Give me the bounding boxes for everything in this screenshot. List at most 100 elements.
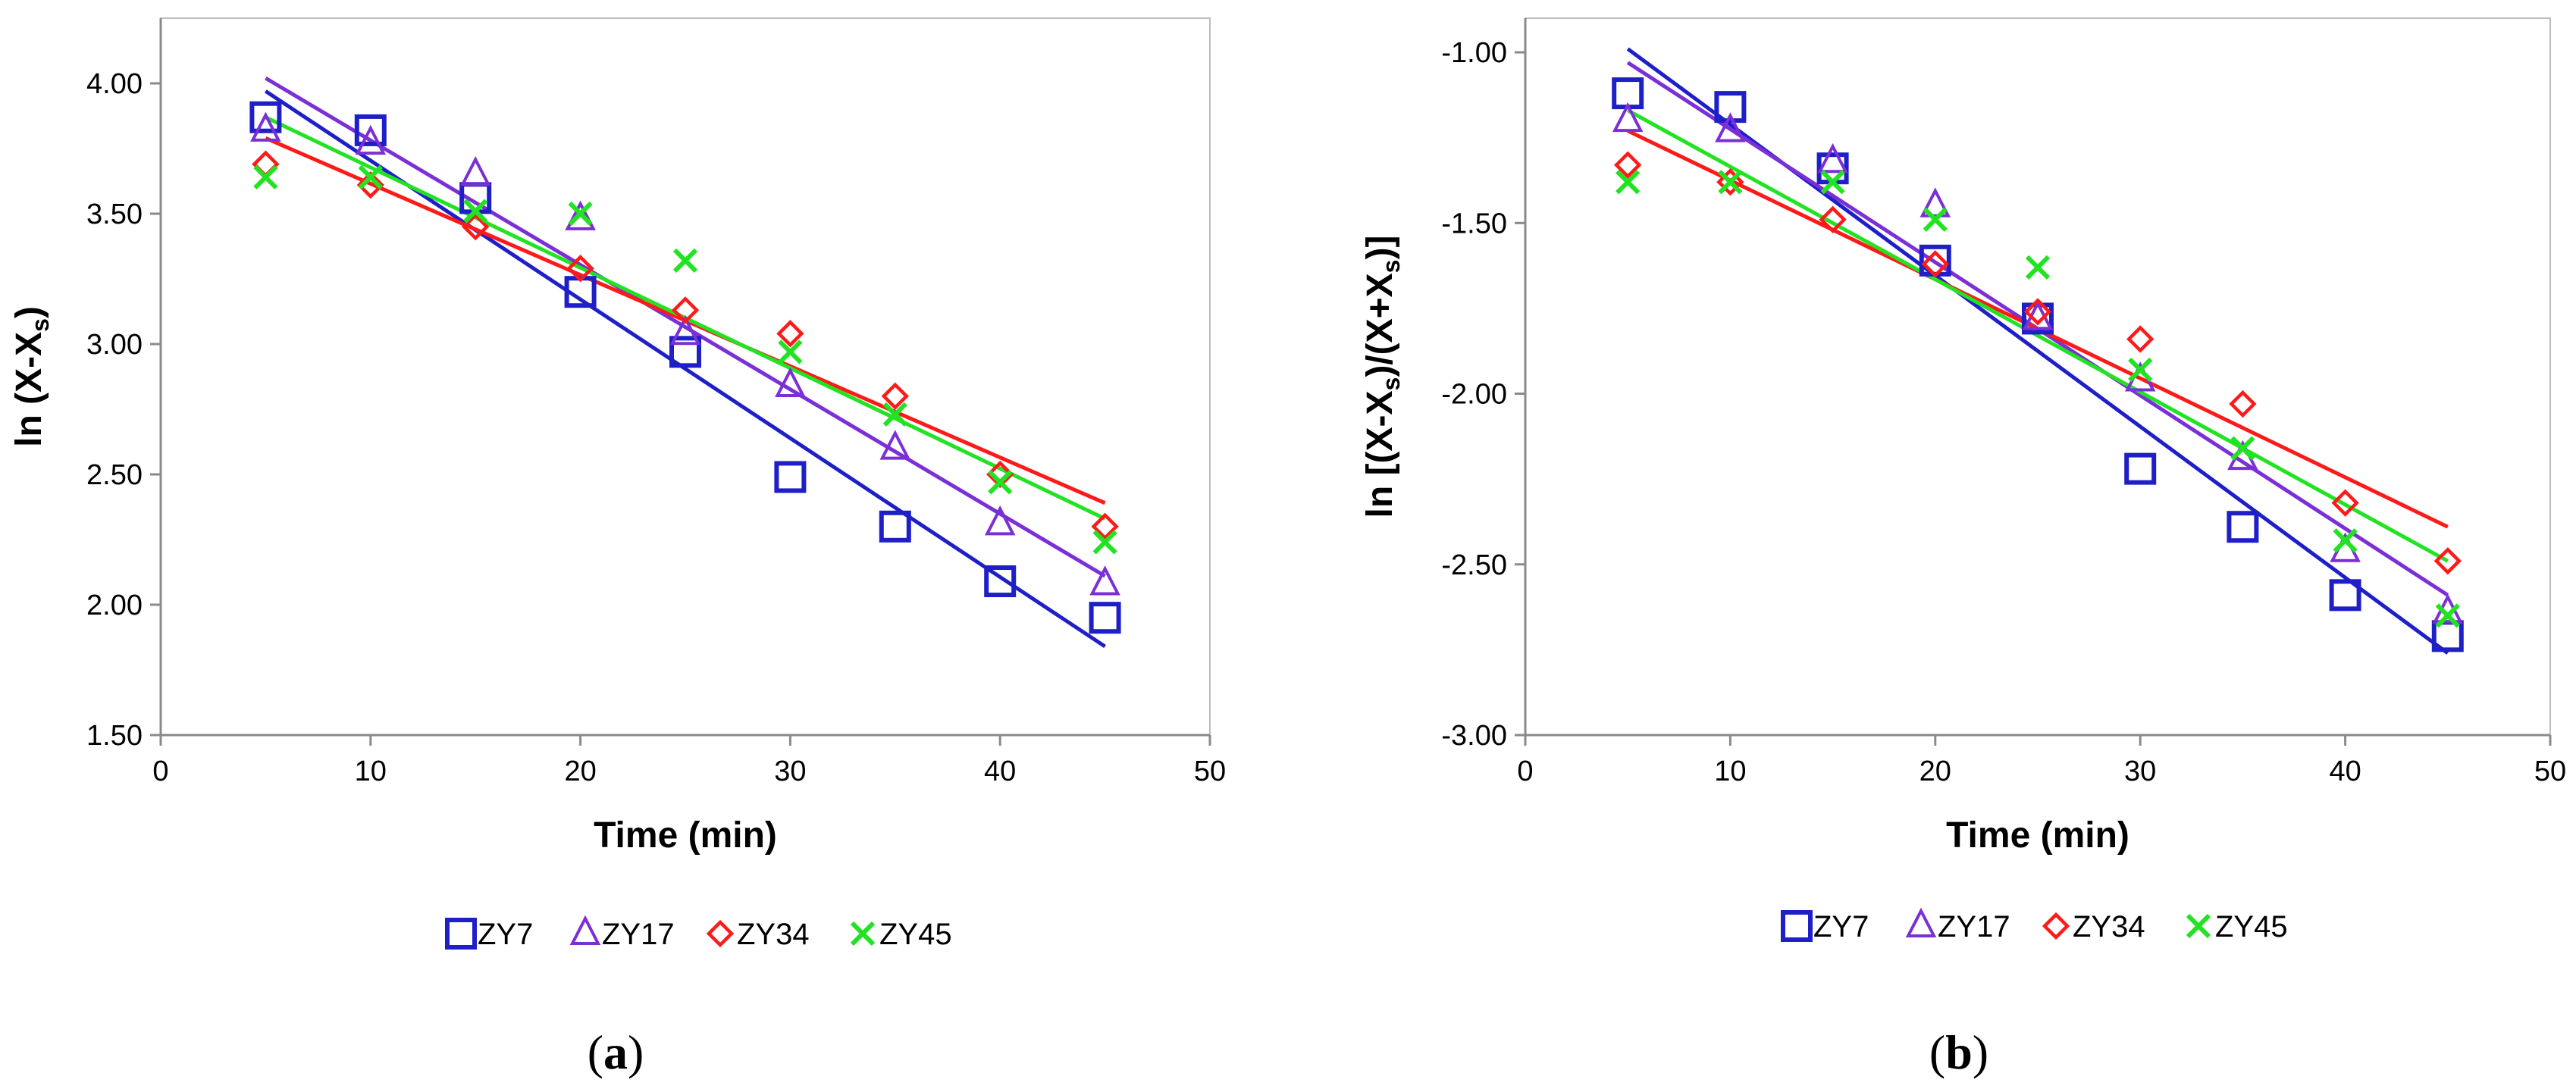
panel-b-point-zy45 — [2128, 357, 2153, 383]
panel-b-point-zy45 — [1820, 170, 1845, 195]
panel-a-point-zy7 — [669, 336, 701, 368]
panel-b-point-zy45 — [2435, 603, 2460, 628]
panel-a-point-zy34 — [776, 320, 804, 348]
panel-b-y-axis-title: ln [(X-Xs)/(X+Xs)] — [1360, 236, 1405, 518]
panel-a-point-zy7 — [1089, 602, 1121, 634]
panel-b-legend-item-zy17: ZY17 — [1905, 907, 2010, 943]
panel-a-point-zy34 — [881, 382, 909, 410]
panel-a-point-zy7 — [354, 114, 387, 146]
panel-a-legend-marker-zy7 — [445, 918, 477, 950]
panel-b: 0 10 20 30 40 50 -3.00 -2.50 -2.00 -1.50 -1.00 Tim… — [1360, 17, 2566, 1079]
panel-a-point-zy17 — [669, 314, 701, 346]
panel-a-point-zy17 — [775, 367, 806, 398]
panel-b-legend-item-zy34: ZY34 — [2042, 910, 2145, 943]
panel-b-legend-marker-zy34 — [2042, 912, 2070, 940]
panel-b-point-zy34 — [1921, 250, 1949, 278]
panel-b-y-tick-label: -2.00 — [1441, 379, 1507, 411]
panel-a-point-zy7 — [879, 510, 911, 543]
panel-a-x-tick-label: 30 — [774, 756, 806, 787]
panel-b-point-zy45 — [1718, 170, 1743, 195]
panel-b-point-zy34 — [2229, 390, 2257, 418]
panel-b-legend-label-zy7: ZY7 — [1813, 910, 1869, 943]
panel-a-legend-item-zy17: ZY17 — [569, 915, 675, 951]
panel-a-legend-marker-zy34 — [706, 919, 735, 948]
panel-b-x-tick-label: 0 — [1517, 756, 1533, 787]
panel-b-point-zy34 — [1614, 151, 1642, 179]
panel-a-legend-label-zy45: ZY45 — [879, 918, 952, 951]
panel-a-point-zy45 — [463, 199, 488, 224]
panel-a-point-zy45 — [1092, 530, 1117, 555]
panel-a-point-zy17 — [565, 200, 596, 230]
panel-a-y-tick-label: 2.50 — [86, 459, 143, 491]
panel-a-point-zy17 — [355, 124, 387, 155]
panel-b-x-tick-label: 10 — [1714, 756, 1746, 787]
panel-b-x-axis-title: Time (min) — [1946, 815, 2129, 856]
panel-b-y-tick-label: -2.50 — [1441, 549, 1507, 581]
panel-b-point-zy34 — [1819, 205, 1847, 233]
panel-b-point-zy34 — [2331, 489, 2359, 517]
panel-a-x-tick-label: 0 — [152, 756, 168, 787]
panel-a-label-letter: a — [603, 1025, 628, 1079]
panel-a-x-tick-label: 50 — [1194, 756, 1226, 787]
panel-a-legend-label-zy17: ZY17 — [602, 918, 675, 951]
panel-a-point-zy34 — [356, 171, 384, 199]
panel-b-label: (b) — [1929, 1025, 1988, 1079]
panel-a-point-zy17 — [1089, 565, 1120, 596]
panel-b-y-tick-label: -3.00 — [1441, 720, 1507, 752]
panel-a-legend-label-zy7: ZY7 — [478, 918, 533, 951]
panel-a-x-tick-label: 20 — [564, 756, 596, 787]
panel-a-label-close: ) — [628, 1025, 644, 1079]
panel-b-point-zy17 — [1817, 142, 1848, 174]
panel-a-fit-zy17 — [265, 76, 1106, 578]
panel-a-y-tick-label: 2.00 — [86, 590, 143, 621]
panel-a-legend-marker-zy45 — [850, 921, 876, 947]
panel-a-point-zy17 — [459, 156, 491, 186]
panel-a-x-tick-label: 40 — [984, 756, 1016, 787]
panel-b-label-open: ( — [1929, 1025, 1945, 1079]
panel-a-point-zy17 — [984, 505, 1016, 536]
panel-b-markers — [1612, 77, 2464, 652]
panel-a-legend-marker-zy17 — [569, 915, 601, 945]
panel-a: 0 10 20 30 40 50 1.50 2.00 2.50 3.00 3.50 4.00 Time… — [9, 17, 1226, 1079]
panel-a-point-zy45 — [253, 164, 278, 189]
panel-a-point-zy45 — [988, 470, 1013, 495]
panel-a-point-zy17 — [250, 111, 281, 142]
panel-b-legend: ZY7 ZY17 ZY34 ZY45 — [1781, 907, 2288, 943]
panel-b-point-zy7 — [2329, 579, 2361, 612]
panel-b-point-zy45 — [1923, 207, 1948, 232]
panel-b-label-close: ) — [1973, 1025, 1988, 1079]
panel-b-legend-marker-zy17 — [1905, 907, 1937, 937]
panel-a-legend-label-zy34: ZY34 — [737, 918, 810, 951]
panel-b-point-zy45 — [2025, 255, 2051, 280]
panel-b-point-zy45 — [2333, 528, 2358, 553]
panel-a-point-zy7 — [249, 101, 282, 133]
panel-b-legend-marker-zy7 — [1781, 910, 1813, 942]
panel-b-label-letter: b — [1945, 1025, 1973, 1079]
panel-a-point-zy45 — [568, 201, 593, 227]
panel-a-y-tick-label: 3.00 — [86, 329, 143, 361]
panel-b-axes: 0 10 20 30 40 50 -3.00 -2.50 -2.00 -1.50 -1.00 — [1441, 18, 2566, 787]
panel-a-point-zy34 — [986, 460, 1014, 489]
panel-a-point-zy34 — [1091, 512, 1119, 540]
panel-b-point-zy7 — [2124, 452, 2157, 485]
panel-a-label-open: ( — [588, 1025, 603, 1079]
panel-b-legend-marker-zy45 — [2186, 913, 2211, 939]
panel-b-legend-label-zy45: ZY45 — [2215, 910, 2288, 943]
panel-b-point-zy45 — [1615, 170, 1641, 195]
panel-b-point-zy7 — [1714, 91, 1747, 124]
panel-a-point-zy34 — [566, 255, 594, 283]
panel-a-x-tick-label: 10 — [355, 756, 387, 787]
panel-a-point-zy7 — [774, 461, 807, 493]
panel-a-y-tick-label: 3.50 — [86, 199, 143, 230]
panel-a-point-zy34 — [462, 213, 490, 241]
panel-a-point-zy17 — [879, 430, 911, 460]
panel-b-point-zy17 — [1919, 187, 1951, 217]
panel-b-point-zy17 — [1715, 112, 1746, 142]
panel-a-legend: ZY7 ZY17 ZY34 ZY45 — [445, 915, 952, 951]
panel-b-point-zy34 — [2023, 298, 2052, 326]
panel-b-legend-item-zy45: ZY45 — [2186, 910, 2288, 943]
panel-a-y-axis-title: ln (X-Xs) — [9, 306, 54, 447]
panel-b-legend-item-zy7: ZY7 — [1781, 910, 1869, 943]
panel-b-y-tick-label: -1.00 — [1441, 37, 1507, 69]
